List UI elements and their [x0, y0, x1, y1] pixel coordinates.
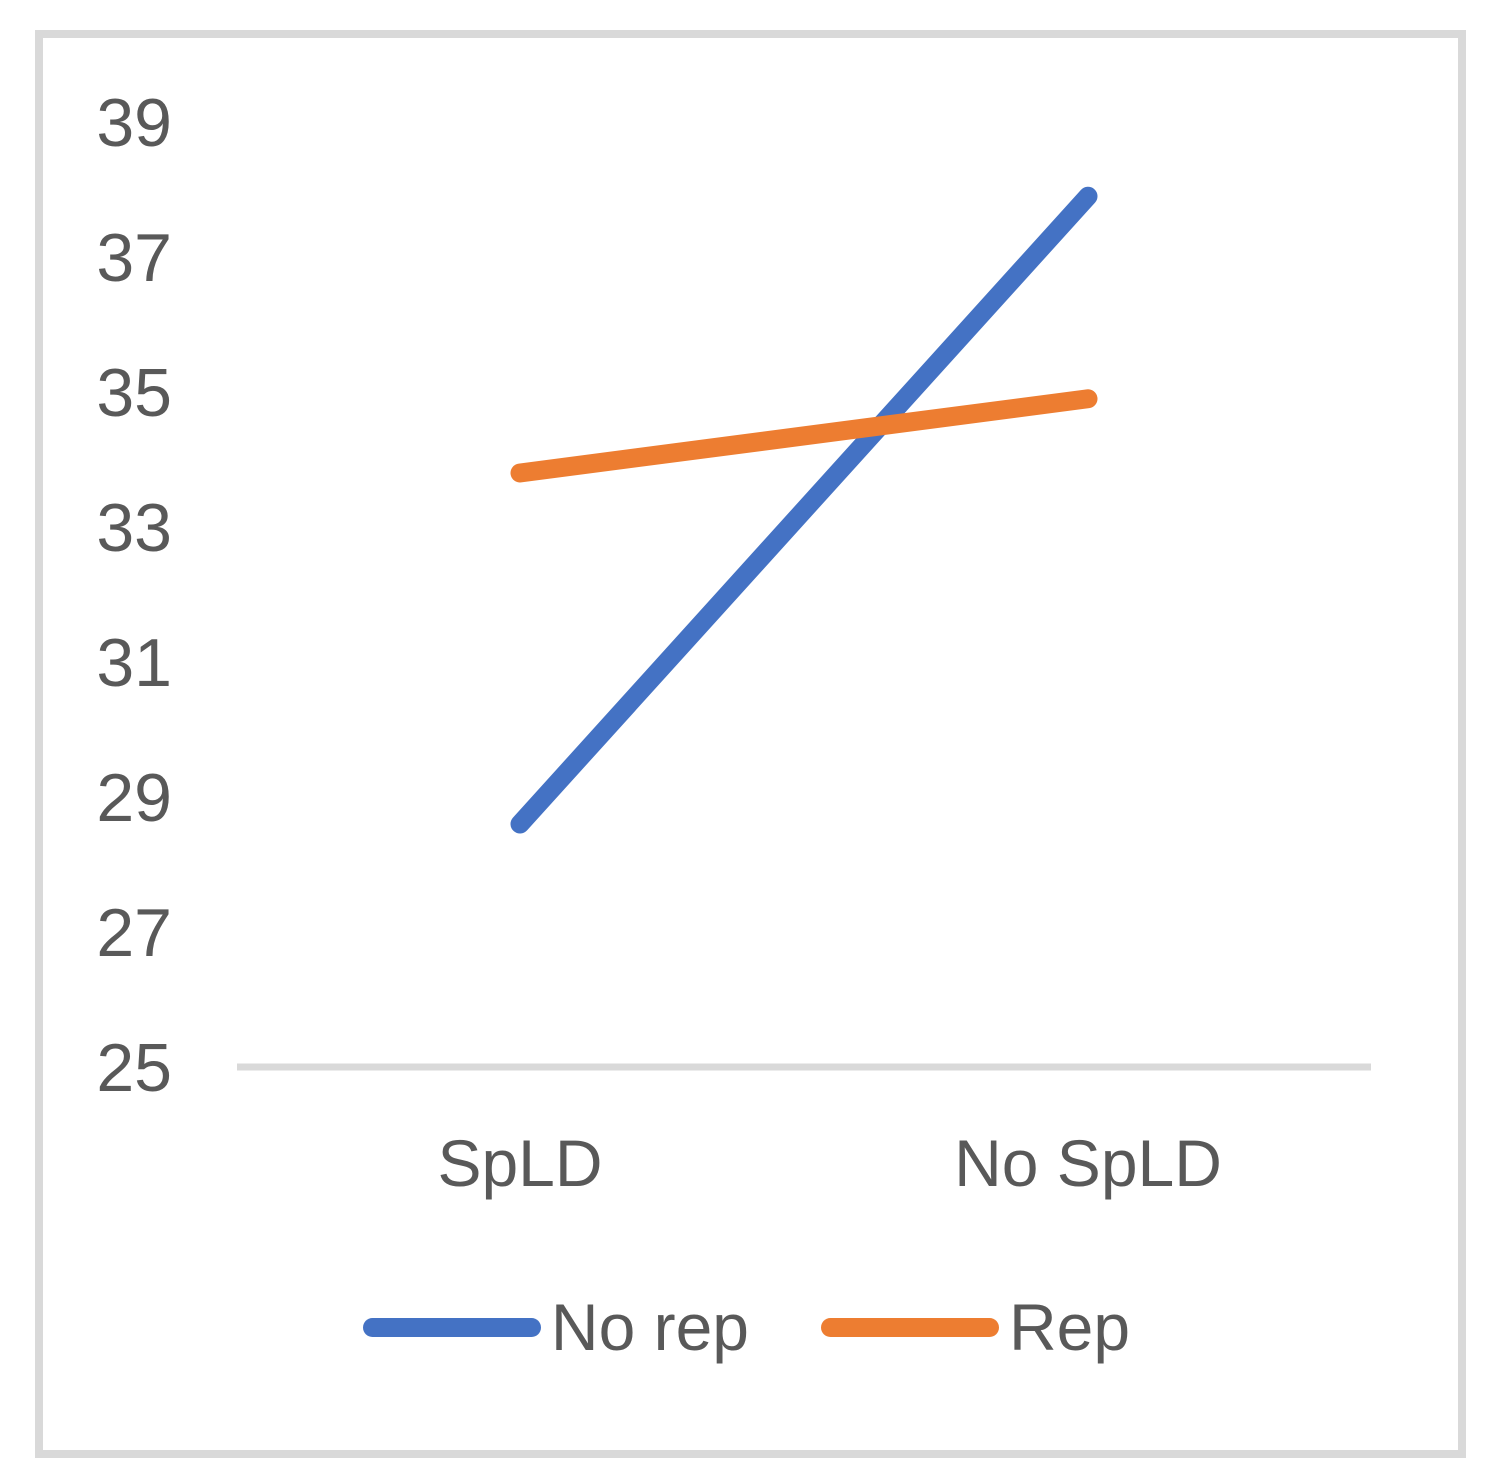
legend-item-rep: Rep — [821, 1294, 1130, 1360]
rep-line-swatch-icon — [821, 1317, 1000, 1337]
y-axis-tick-label: 29 — [96, 760, 172, 836]
x-axis-category-label: No SpLD — [954, 1126, 1222, 1200]
legend-item-no-rep: No rep — [362, 1290, 750, 1364]
y-axis-tick-label: 25 — [96, 1030, 172, 1106]
y-axis-tick-label: 37 — [96, 220, 172, 296]
legend-label-no-rep: No rep — [550, 1290, 750, 1364]
no-rep-line-swatch-icon — [362, 1317, 541, 1337]
series-line-no-rep — [510, 186, 1098, 834]
y-axis-tick-label: 31 — [96, 625, 172, 701]
chart-legend: No rep Rep — [0, 1294, 1493, 1360]
series-line-rep — [510, 389, 1098, 483]
y-axis-tick-label: 35 — [96, 355, 172, 431]
legend-label-rep: Rep — [1009, 1290, 1131, 1364]
y-axis-tick-label: 33 — [96, 490, 172, 566]
chart-border — [35, 30, 1466, 1458]
y-axis-tick-label: 27 — [96, 895, 172, 971]
x-axis-category-label: SpLD — [437, 1126, 602, 1200]
y-axis-tick-label: 39 — [96, 85, 172, 161]
